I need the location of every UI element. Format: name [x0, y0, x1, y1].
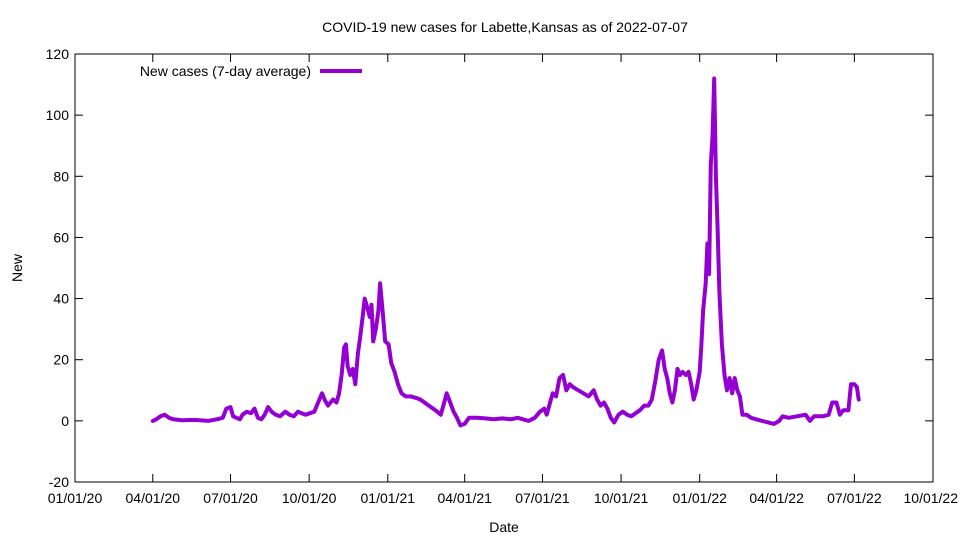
series-layer	[150, 76, 861, 428]
x-tick-label: 04/01/21	[437, 490, 492, 506]
y-tick-label: 80	[53, 168, 69, 184]
y-tick-label: 0	[61, 413, 69, 429]
y-tick-label: -20	[49, 474, 69, 490]
x-axis: 01/01/20 04/01/20 07/01/20 10/01/20 01/01/21…	[48, 54, 958, 506]
x-tick-label: 01/01/22	[672, 490, 727, 506]
legend: New cases (7-day average)	[140, 63, 362, 79]
y-tick-label: 20	[53, 352, 69, 368]
x-axis-label: Date	[489, 519, 519, 535]
legend-label: New cases (7-day average)	[140, 63, 311, 79]
x-tick-label: 10/01/20	[282, 490, 337, 506]
x-tick-label: 10/01/21	[594, 490, 649, 506]
chart-title: COVID-19 new cases for Labette,Kansas as…	[322, 19, 688, 35]
plot-frame	[74, 53, 934, 483]
y-tick-label: 120	[46, 46, 70, 62]
x-tick-label: 07/01/22	[827, 490, 882, 506]
y-axis-label: New	[9, 253, 25, 282]
x-tick-label: 07/01/20	[203, 490, 258, 506]
x-tick-label: 01/01/20	[48, 490, 103, 506]
x-tick-label: 04/01/20	[126, 490, 181, 506]
y-tick-label: 60	[53, 229, 69, 245]
y-axis: -20 0 20 40 60 80 100 120	[46, 46, 933, 490]
x-tick-label: 07/01/21	[515, 490, 570, 506]
series-line	[150, 76, 861, 428]
y-tick-label: 100	[46, 107, 70, 123]
x-tick-label: 10/01/22	[904, 490, 959, 506]
y-tick-label: 40	[53, 291, 69, 307]
x-tick-label: 01/01/21	[361, 490, 416, 506]
x-tick-label: 04/01/22	[749, 490, 804, 506]
